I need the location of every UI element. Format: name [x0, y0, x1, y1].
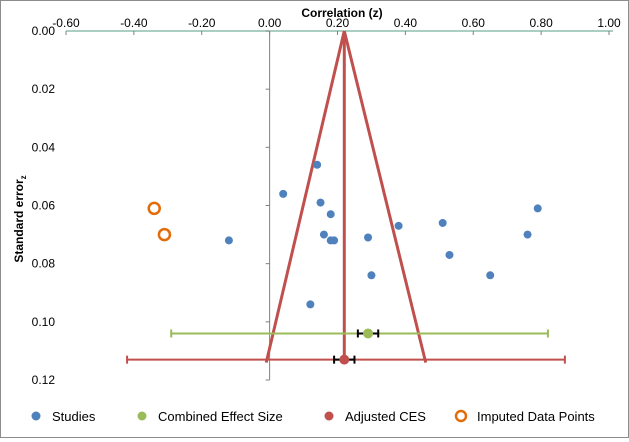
legend-adjusted-ces-marker [324, 411, 334, 421]
studies-point [394, 221, 403, 230]
combined-effect-size-point [363, 328, 374, 339]
studies-point [224, 236, 233, 245]
x-tick-label: 0.00 [258, 16, 282, 30]
legend-combined-effect-size-marker [137, 411, 147, 421]
x-axis-title: Correlation (z) [301, 6, 382, 20]
studies-point [523, 230, 532, 239]
x-tick-label: 0.20 [326, 16, 350, 30]
studies-point [533, 204, 542, 213]
adjusted-ces-point [339, 354, 350, 365]
x-tick-label: 0.80 [529, 16, 553, 30]
x-tick-label: -0.40 [120, 16, 148, 30]
y-tick-label: 0.02 [32, 82, 56, 96]
y-tick-label: 0.10 [32, 315, 56, 329]
studies-point [313, 160, 322, 169]
x-tick-label: 1.00 [597, 16, 621, 30]
funnel-right-line [342, 30, 428, 363]
studies-point [319, 230, 328, 239]
studies-point [364, 233, 373, 242]
x-tick-label: 0.40 [394, 16, 418, 30]
studies-point [326, 210, 335, 219]
imputed-data-points-point [157, 227, 172, 242]
studies-point [316, 198, 325, 207]
studies-point [445, 250, 454, 259]
y-axis-title: Standard errorz [12, 175, 28, 262]
legend-imputed-data-points-label: Imputed Data Points [477, 409, 595, 424]
legend-studies-marker [31, 411, 41, 421]
studies-point [306, 300, 315, 309]
y-tick-label: 0.04 [32, 140, 56, 154]
legend-studies-label: Studies [52, 409, 96, 424]
funnel-left-line [264, 30, 346, 363]
studies-point [330, 236, 339, 245]
y-tick-label: 0.06 [32, 199, 56, 213]
legend-adjusted-ces-label: Adjusted CES [345, 409, 426, 424]
y-axis-title-subscript: z [19, 175, 28, 179]
x-tick-label: 0.60 [462, 16, 486, 30]
y-tick-label: 0.00 [32, 24, 56, 38]
y-tick-label: 0.08 [32, 257, 56, 271]
studies-point [367, 271, 376, 280]
x-tick-label: -0.60 [52, 16, 80, 30]
legend-combined-effect-size-label: Combined Effect Size [158, 409, 283, 424]
studies-point [438, 218, 447, 227]
legend-imputed-data-points-marker [454, 409, 468, 423]
y-tick-label: 0.12 [32, 373, 56, 387]
studies-point [279, 189, 288, 198]
imputed-data-points-point [147, 201, 161, 216]
studies-point [486, 271, 495, 280]
x-tick-label: -0.20 [188, 16, 216, 30]
